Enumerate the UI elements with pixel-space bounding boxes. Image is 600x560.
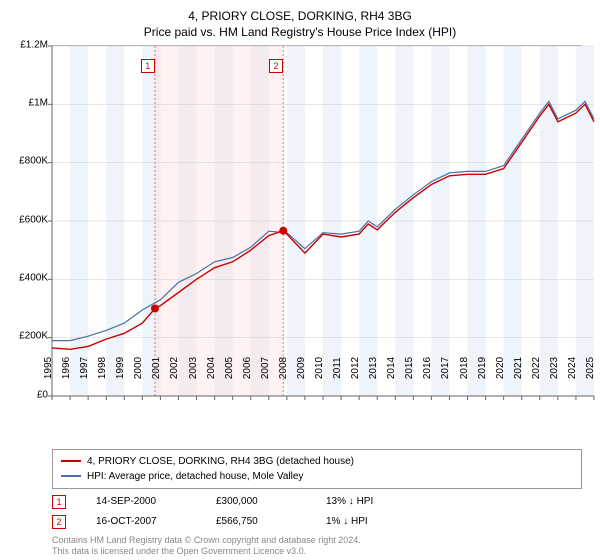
attribution-line1: Contains HM Land Registry data © Crown c…	[52, 535, 582, 547]
y-axis: £0£200K£400K£600K£800K£1M£1.2M	[12, 45, 50, 395]
legend-item: HPI: Average price, detached house, Mole…	[61, 469, 573, 484]
marker-date: 14-SEP-2000	[96, 496, 216, 507]
marker-table-row: 2 16-OCT-2007£566,7501% ↓ HPI	[52, 515, 582, 529]
x-tick-label: 2000	[133, 357, 144, 379]
x-tick-label: 2001	[151, 357, 162, 379]
x-tick-label: 2017	[440, 357, 451, 379]
x-tick-label: 1995	[43, 357, 54, 379]
x-tick-label: 2022	[531, 357, 542, 379]
x-tick-label: 2015	[404, 357, 415, 379]
x-tick-label: 2021	[513, 357, 524, 379]
x-tick-label: 2012	[350, 357, 361, 379]
y-tick-label: £800K	[19, 156, 48, 167]
x-tick-label: 2018	[459, 357, 470, 379]
legend-swatch	[61, 475, 81, 477]
x-tick-label: 2004	[206, 357, 217, 379]
x-tick-label: 2005	[224, 357, 235, 379]
marker-number-box: 1	[52, 495, 66, 509]
x-tick-label: 2013	[368, 357, 379, 379]
x-tick-label: 2008	[278, 357, 289, 379]
x-tick-label: 2019	[477, 357, 488, 379]
x-tick-label: 2014	[386, 357, 397, 379]
chart-container: 4, PRIORY CLOSE, DORKING, RH4 3BG Price …	[0, 0, 600, 560]
legend-label: 4, PRIORY CLOSE, DORKING, RH4 3BG (detac…	[87, 454, 354, 469]
y-tick-label: £200K	[19, 331, 48, 342]
legend-item: 4, PRIORY CLOSE, DORKING, RH4 3BG (detac…	[61, 454, 573, 469]
legend: 4, PRIORY CLOSE, DORKING, RH4 3BG (detac…	[52, 449, 582, 489]
x-tick-label: 2010	[314, 357, 325, 379]
marker-dot-1	[151, 304, 159, 312]
marker-price: £566,750	[216, 516, 326, 527]
x-tick-label: 2024	[567, 357, 578, 379]
attribution: Contains HM Land Registry data © Crown c…	[52, 535, 582, 558]
y-tick-label: £1M	[29, 98, 48, 109]
x-tick-label: 2016	[422, 357, 433, 379]
x-tick-label: 2009	[296, 357, 307, 379]
plot-region	[52, 45, 582, 395]
legend-label: HPI: Average price, detached house, Mole…	[87, 469, 303, 484]
annotation-box-2: 2	[269, 59, 283, 73]
marker-dot-2	[279, 226, 287, 234]
marker-table: 1 14-SEP-2000£300,00013% ↓ HPI 2 16-OCT-200…	[52, 495, 582, 529]
x-tick-label: 1998	[97, 357, 108, 379]
attribution-line2: This data is licensed under the Open Gov…	[52, 546, 582, 558]
x-tick-label: 2003	[188, 357, 199, 379]
x-tick-label: 2025	[585, 357, 596, 379]
legend-swatch	[61, 460, 81, 462]
marker-delta: 13% ↓ HPI	[326, 496, 446, 507]
annotation-box-1: 1	[141, 59, 155, 73]
x-tick-label: 1999	[115, 357, 126, 379]
chart-subtitle: Price paid vs. HM Land Registry's House …	[12, 25, 588, 39]
marker-date: 16-OCT-2007	[96, 516, 216, 527]
plot-svg	[52, 46, 594, 396]
x-tick-label: 1997	[79, 357, 90, 379]
marker-table-row: 1 14-SEP-2000£300,00013% ↓ HPI	[52, 495, 582, 509]
x-tick-label: 2007	[260, 357, 271, 379]
chart-area: £0£200K£400K£600K£800K£1M£1.2M 12	[52, 45, 582, 395]
x-tick-label: 1996	[61, 357, 72, 379]
x-tick-label: 2023	[549, 357, 560, 379]
marker-delta: 1% ↓ HPI	[326, 516, 446, 527]
marker-number-box: 2	[52, 515, 66, 529]
x-tick-label: 2020	[495, 357, 506, 379]
y-tick-label: £400K	[19, 273, 48, 284]
x-tick-label: 2002	[169, 357, 180, 379]
marker-price: £300,000	[216, 496, 326, 507]
x-tick-label: 2006	[242, 357, 253, 379]
x-axis: 1995199619971998199920002001200220032004…	[40, 368, 594, 408]
y-tick-label: £1.2M	[20, 39, 48, 50]
y-tick-label: £600K	[19, 214, 48, 225]
x-tick-label: 2011	[332, 357, 343, 379]
chart-title: 4, PRIORY CLOSE, DORKING, RH4 3BG	[12, 8, 588, 25]
